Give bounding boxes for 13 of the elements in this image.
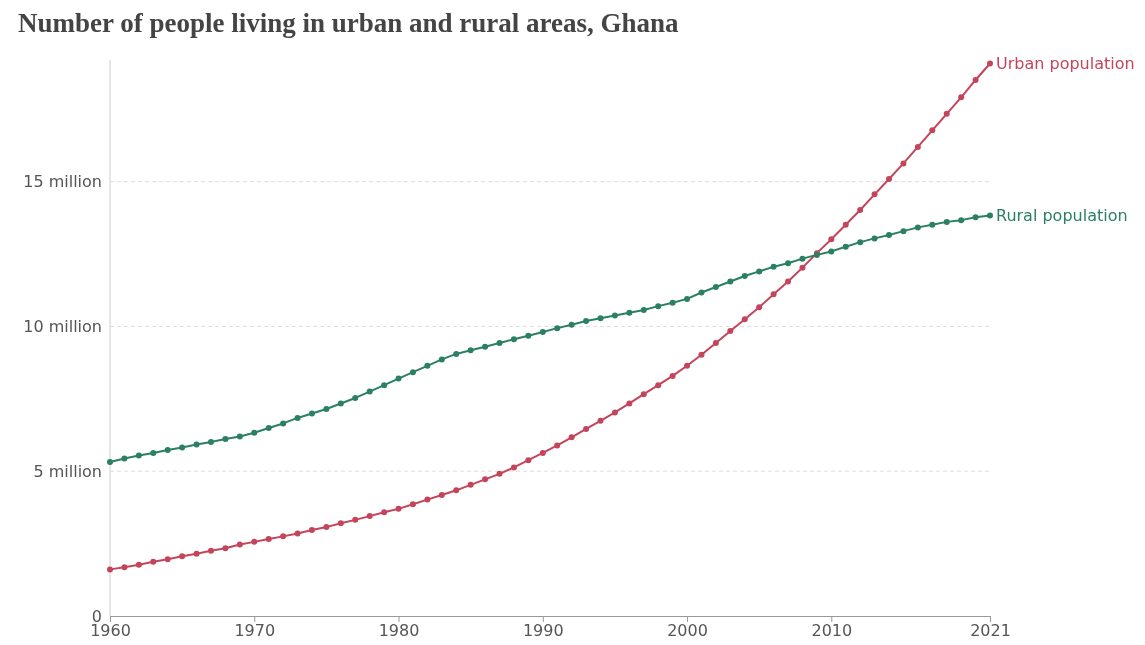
y-tick-label: 5 million xyxy=(33,461,102,481)
series-label: Rural population xyxy=(996,206,1128,226)
chart-title: Number of people living in urban and rural areas, Ghana xyxy=(18,8,680,38)
series-label: Urban population xyxy=(996,54,1135,74)
x-tick-label: 1970 xyxy=(234,621,276,641)
x-tick-label: 1990 xyxy=(522,621,564,641)
x-tick-label: 2021 xyxy=(970,621,1011,641)
y-tick-label: 15 million xyxy=(23,172,102,192)
x-tick-label: 1980 xyxy=(378,621,420,641)
x-tick-label: 1960 xyxy=(90,621,131,641)
x-tick-label: 2010 xyxy=(811,621,853,641)
y-tick-label: 10 million xyxy=(23,317,102,337)
x-tick-label: 2000 xyxy=(667,621,708,641)
